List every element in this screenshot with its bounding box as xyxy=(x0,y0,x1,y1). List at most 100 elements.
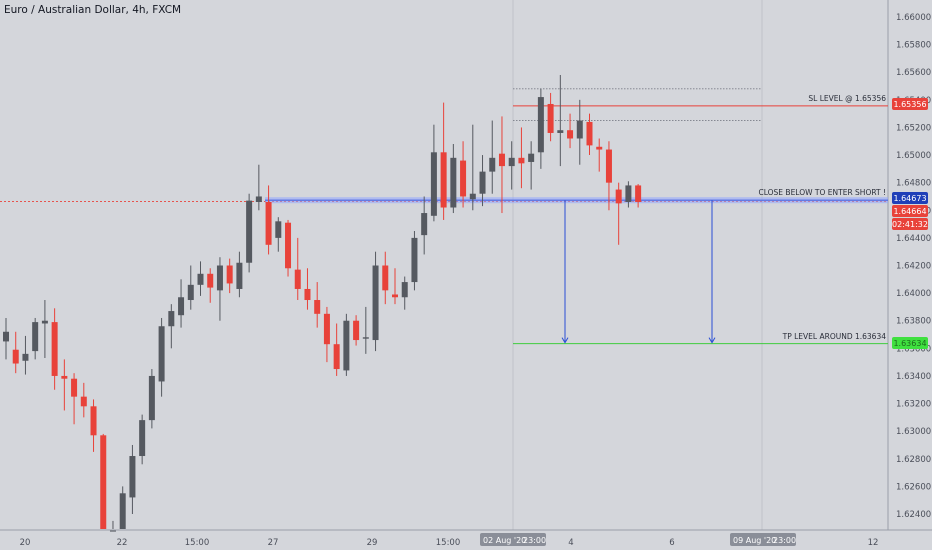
candle xyxy=(537,88,544,169)
price-tick-label: 1.62600 xyxy=(896,482,931,492)
candle-body xyxy=(489,157,496,172)
arrow-head xyxy=(561,337,569,344)
svg-text:1.64664: 1.64664 xyxy=(893,207,926,216)
candle-body xyxy=(625,185,632,202)
candle-body xyxy=(100,435,107,529)
candle xyxy=(421,196,428,255)
candle xyxy=(625,181,632,208)
candle-body xyxy=(498,153,505,167)
candle-body xyxy=(440,152,447,208)
candle-body xyxy=(508,157,515,167)
candle-body xyxy=(421,213,428,236)
candle xyxy=(109,520,116,532)
candle-body xyxy=(236,262,243,289)
candle xyxy=(605,141,612,211)
time-tick-label: 20 xyxy=(20,538,31,548)
candle-body xyxy=(246,200,253,263)
candle-body xyxy=(294,269,301,289)
candle-body xyxy=(119,493,126,529)
candle xyxy=(255,164,262,211)
candle-body xyxy=(586,121,593,146)
date-tooltip-2: 09 Aug '20 23:00 xyxy=(730,533,796,546)
entry-annotation: CLOSE BELOW TO ENTER SHORT ! xyxy=(758,188,886,197)
candle-body xyxy=(71,378,78,397)
chart-title: Euro / Australian Dollar, 4h, FXCM xyxy=(4,4,182,16)
candle xyxy=(12,331,19,374)
price-tick-label: 1.65200 xyxy=(896,123,931,133)
candle-body xyxy=(605,149,612,183)
candle xyxy=(576,99,583,165)
candle xyxy=(489,120,496,194)
entry-price-label: 1.64673 xyxy=(892,192,928,204)
candle-body xyxy=(226,265,233,284)
candle xyxy=(178,279,185,328)
candle xyxy=(139,414,146,465)
candle xyxy=(41,300,48,358)
candle xyxy=(61,359,68,411)
candle xyxy=(216,257,223,321)
sl-price-label: 1.65356 xyxy=(892,98,928,110)
price-axis[interactable]: 1.660001.658001.656001.654001.652001.650… xyxy=(896,13,931,520)
time-axis[interactable]: 20 22 15:00 27 29 15:00 4 6 12 xyxy=(20,538,879,548)
candle xyxy=(90,399,97,452)
candle-body xyxy=(430,152,437,216)
candle-body xyxy=(537,97,544,153)
projection-arrows xyxy=(561,200,716,344)
candle xyxy=(450,144,457,214)
candle-body xyxy=(333,344,340,370)
candle xyxy=(80,382,87,418)
candle-body xyxy=(90,406,97,436)
candle xyxy=(265,185,272,255)
candle-body xyxy=(158,326,165,382)
candle xyxy=(596,138,603,172)
svg-text:23:00: 23:00 xyxy=(523,536,546,545)
candle xyxy=(460,141,467,208)
candle-body xyxy=(343,320,350,371)
candle-body xyxy=(139,420,146,457)
sl-annotation: SL LEVEL @ 1.65356 xyxy=(808,94,886,103)
svg-text:1.64673: 1.64673 xyxy=(893,194,926,203)
candle xyxy=(401,276,408,310)
candle-body xyxy=(450,157,457,208)
candle xyxy=(3,317,9,360)
candle-body xyxy=(411,237,418,283)
candle xyxy=(32,317,39,360)
candle xyxy=(226,258,233,294)
candle xyxy=(586,113,593,156)
candle-body xyxy=(129,456,136,498)
tp-price-label: 1.63634 xyxy=(892,337,928,349)
price-tick-label: 1.65800 xyxy=(896,41,931,51)
price-tick-label: 1.62800 xyxy=(896,455,931,465)
time-tick-label: 22 xyxy=(117,538,128,548)
svg-text:1.63634: 1.63634 xyxy=(893,339,926,348)
candle-body xyxy=(479,171,486,194)
candle-body xyxy=(401,282,408,298)
candle xyxy=(430,124,437,222)
candle-body xyxy=(207,273,214,288)
candle-body xyxy=(576,120,583,139)
price-tick-label: 1.63400 xyxy=(896,372,931,382)
candle-body xyxy=(275,221,282,238)
tp-annotation: TP LEVEL AROUND 1.63634 xyxy=(782,332,887,341)
candle xyxy=(343,313,350,376)
price-tick-label: 1.64400 xyxy=(896,234,931,244)
candle-body xyxy=(255,196,262,202)
candle xyxy=(285,219,292,277)
time-tick-label: 29 xyxy=(367,538,378,548)
price-tick-label: 1.63800 xyxy=(896,317,931,327)
candle xyxy=(129,444,136,514)
chart-background xyxy=(0,0,932,531)
candle-body xyxy=(51,322,58,376)
candle xyxy=(323,306,330,363)
arrow-head xyxy=(708,337,716,344)
candles xyxy=(3,74,642,532)
time-tick-label: 12 xyxy=(868,538,879,548)
svg-text:02 Aug '20: 02 Aug '20 xyxy=(483,536,526,545)
candle-body xyxy=(80,396,87,407)
candle-body xyxy=(32,322,39,352)
time-tick-label: 15:00 xyxy=(436,538,461,548)
date-tooltip-1: 02 Aug '20 23:00 xyxy=(480,533,546,546)
candle xyxy=(333,323,340,376)
